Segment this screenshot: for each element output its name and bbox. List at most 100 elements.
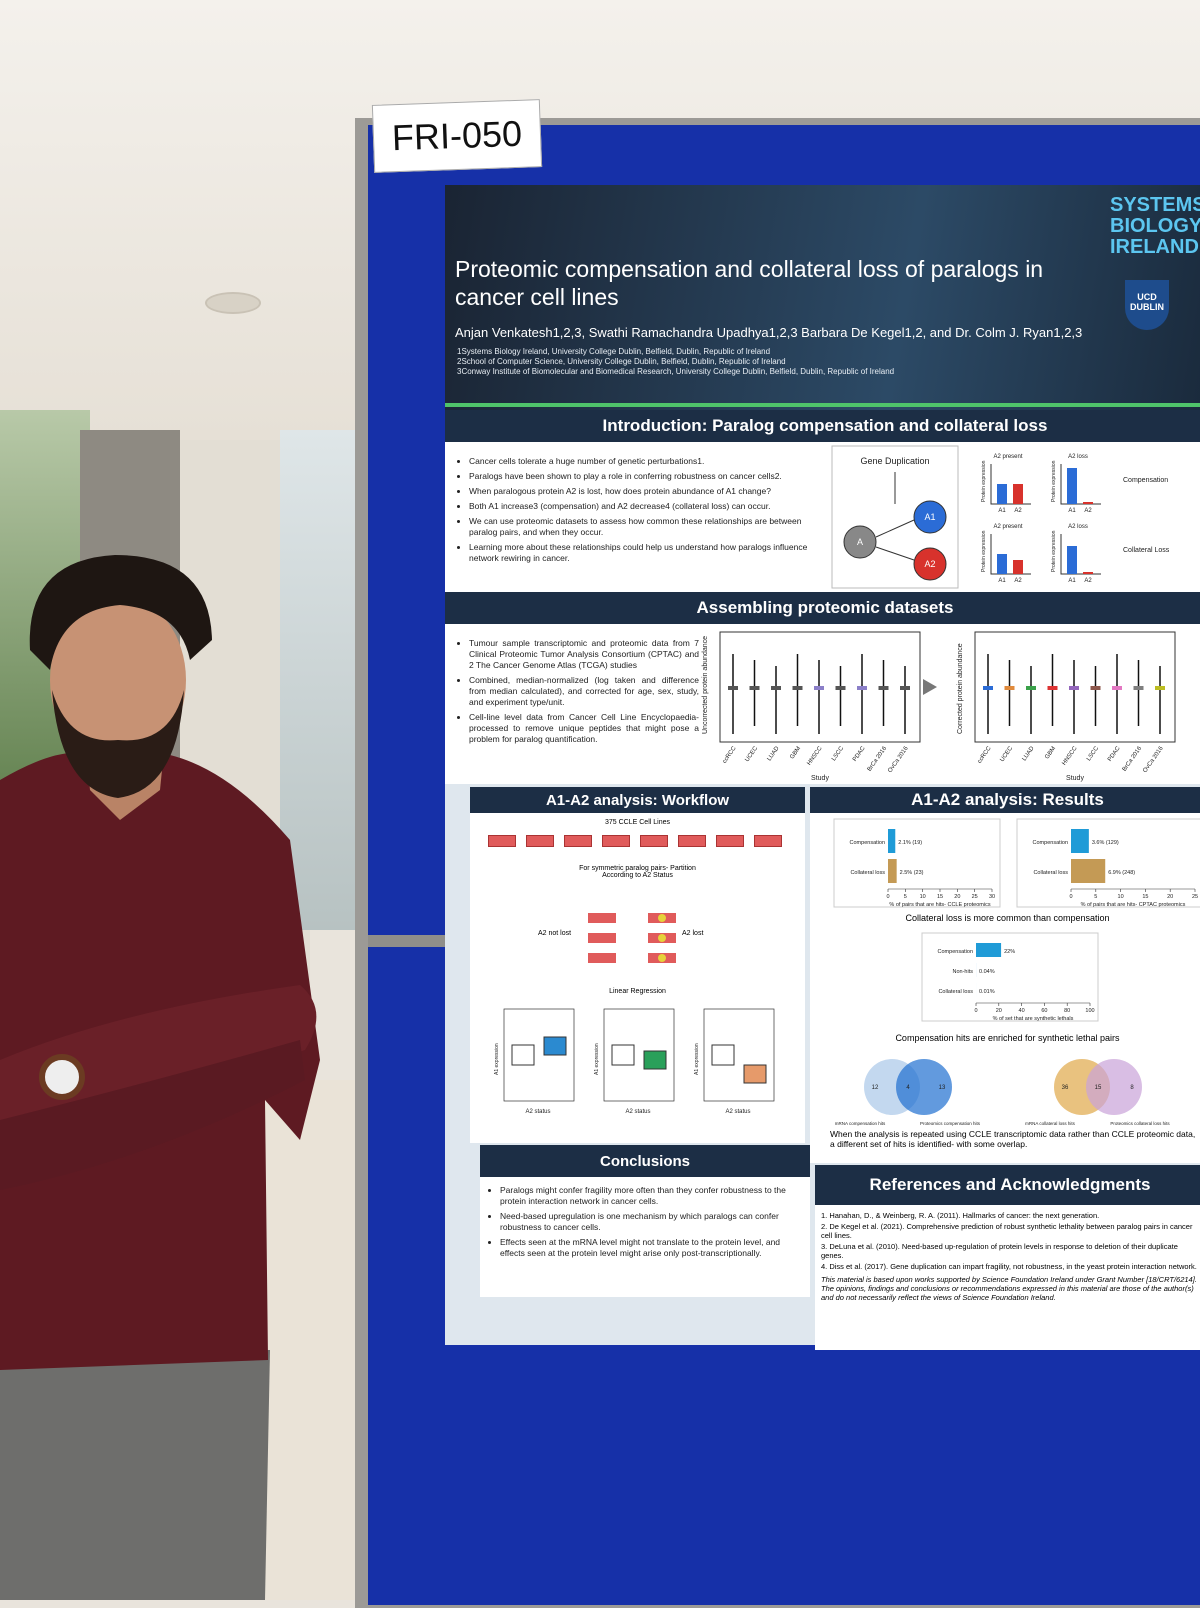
- x-tick-label: 80: [1064, 1008, 1070, 1014]
- ucd-crest: UCD DUBLIN: [1125, 280, 1169, 330]
- box: [1155, 686, 1165, 690]
- cell-line: [526, 835, 554, 847]
- box: [983, 686, 993, 690]
- category-label: Compensation: [938, 949, 973, 955]
- caption: Compensation hits are enriched for synth…: [810, 1033, 1200, 1043]
- x-tick-label: 0: [886, 894, 889, 900]
- study-label: BrCa 2016: [867, 745, 889, 772]
- box: [793, 686, 803, 690]
- section-heading: A1-A2 analysis: Results: [810, 787, 1200, 813]
- poster-title: Proteomic compensation and collateral lo…: [455, 255, 1055, 311]
- panel-ylabel: Protein expression: [981, 530, 987, 572]
- box: [1048, 686, 1058, 690]
- box: [1112, 686, 1122, 690]
- axis-label: A1 expression: [494, 1043, 500, 1075]
- bullet: Tumour sample transcriptomic and proteom…: [469, 638, 699, 671]
- value-label: 6.9% (248): [1108, 870, 1135, 876]
- ceiling-light: [205, 292, 261, 314]
- box: [1026, 686, 1036, 690]
- study-label: HNSCC: [806, 745, 824, 766]
- study-label: PDAC: [852, 745, 867, 763]
- pair: [588, 953, 616, 963]
- bullet: Both A1 increase3 (compensation) and A2 …: [469, 501, 829, 512]
- panel-bar-label: A2: [1014, 508, 1022, 514]
- panel-bar: [1013, 484, 1023, 504]
- box: [712, 1045, 734, 1065]
- study-label: ccRCC: [977, 745, 993, 765]
- reference: 2. De Kegel et al. (2021). Comprehensive…: [821, 1222, 1199, 1240]
- x-tick-label: 0: [1069, 894, 1072, 900]
- panel-bar-label: A1: [1068, 578, 1076, 584]
- bullet: Learning more about these relationships …: [469, 542, 829, 564]
- logo-word: BIOLOGY: [1110, 216, 1200, 237]
- bullet: Combined, median-normalized (log taken a…: [469, 675, 699, 708]
- cell-line: [754, 835, 782, 847]
- venn-label: mRNA compensation hits: [835, 1121, 886, 1126]
- cell-line: [564, 835, 592, 847]
- panel-ylabel: Protein expression: [1051, 460, 1057, 502]
- panel-title: A2 present: [993, 524, 1022, 530]
- bullet-list: Cancer cells tolerate a huge number of g…: [457, 456, 829, 568]
- watch: [42, 1057, 82, 1097]
- venn-count: 36: [1062, 1085, 1069, 1091]
- panel-bar-label: A1: [998, 578, 1006, 584]
- x-tick-label: 25: [1192, 894, 1198, 900]
- panel-title: A2 loss: [1068, 454, 1088, 460]
- section-heading: Assembling proteomic datasets: [445, 592, 1200, 624]
- value-label: 0.01%: [979, 989, 995, 995]
- axis-label: % of pairs that are hits- CPTAC proteomi…: [1081, 902, 1186, 908]
- x-tick-label: 20: [1167, 894, 1173, 900]
- reference: 1. Hanahan, D., & Weinberg, R. A. (2011)…: [821, 1211, 1199, 1220]
- references-panel: 1. Hanahan, D., & Weinberg, R. A. (2011)…: [815, 1205, 1200, 1350]
- axis-label: A1 expression: [594, 1043, 600, 1075]
- x-tick-label: 15: [937, 894, 943, 900]
- bar: [1071, 859, 1105, 883]
- panel-bar-label: A2: [1084, 578, 1092, 584]
- bullet: We can use proteomic datasets to assess …: [469, 516, 829, 538]
- node-label: A: [857, 537, 863, 547]
- axis-label: % of pairs that are hits- CCLE proteomic…: [889, 902, 990, 908]
- sign: FRI-050: [372, 99, 542, 173]
- bullet: Effects seen at the mRNA level might not…: [500, 1237, 802, 1259]
- workflow-text: A2 lost: [682, 930, 703, 937]
- intro-panel: Cancer cells tolerate a huge number of g…: [445, 442, 1200, 592]
- box: [750, 686, 760, 690]
- title-underline: [445, 403, 1200, 407]
- panel-row: Compensation: [1123, 477, 1168, 484]
- box: [814, 686, 824, 690]
- arrow: [923, 679, 937, 695]
- logo-word: IRELAND: [1110, 237, 1200, 258]
- logo-word: SYSTEMS: [1110, 195, 1200, 216]
- study-label: LSCC: [831, 745, 845, 762]
- box: [1005, 686, 1015, 690]
- study-label: LSCC: [1086, 745, 1100, 762]
- bullet-list: Paralogs might confer fragility more oft…: [488, 1185, 802, 1259]
- category-label: Non-hits: [953, 969, 974, 975]
- study-label: LUAD: [1022, 745, 1036, 762]
- study-label: ccRCC: [722, 745, 738, 765]
- panel-bar-label: A1: [1068, 508, 1076, 514]
- chart-frame: [922, 933, 1098, 1021]
- study-label: GBM: [789, 746, 802, 761]
- x-tick-label: 5: [904, 894, 907, 900]
- box: [857, 686, 867, 690]
- jeans: [0, 1350, 270, 1600]
- intro-panels: A2 present Protein expression A1 A2 A2 loss P…: [963, 442, 1200, 592]
- assembling-panel: Tumour sample transcriptomic and proteom…: [445, 624, 1200, 784]
- panel-ylabel: Protein expression: [981, 460, 987, 502]
- x-tick-label: 25: [972, 894, 978, 900]
- panel-bar-label: A2: [1084, 508, 1092, 514]
- pair: [588, 933, 616, 943]
- category-label: Compensation: [1033, 840, 1068, 846]
- arrows: [876, 520, 914, 560]
- panel-ylabel: Protein expression: [1051, 530, 1057, 572]
- reference: 4. Diss et al. (2017). Gene duplication …: [821, 1262, 1199, 1271]
- value-label: 2.5% (23): [900, 870, 924, 876]
- panel-bar: [997, 554, 1007, 574]
